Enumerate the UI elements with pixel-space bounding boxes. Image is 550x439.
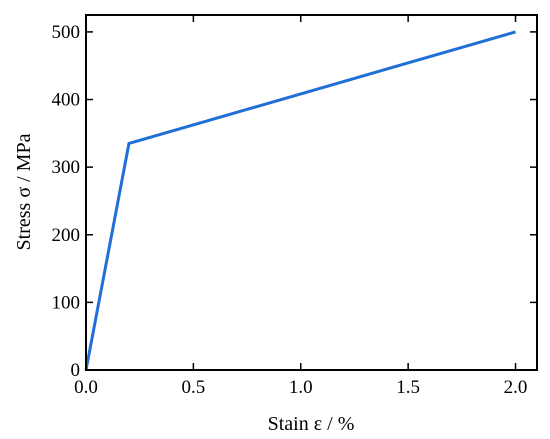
y-tick-label: 100	[52, 292, 81, 313]
plot-area	[84, 30, 516, 371]
axis-ticks: 0.0 0.5 1.0 1.5 2.0 0 100 200 300 400 500	[52, 15, 537, 398]
x-tick-label: 2.0	[504, 377, 528, 398]
y-tick-label: 0	[71, 360, 81, 381]
axes-frame	[85, 14, 538, 371]
x-axis-label: Stain ε / %	[268, 413, 355, 435]
y-tick-label: 400	[52, 90, 81, 111]
x-tick-label: 1.5	[396, 377, 420, 398]
series-line	[84, 30, 516, 371]
x-tick-label: 1.0	[289, 377, 313, 398]
y-axis-label: Stress σ / MPa	[13, 133, 35, 250]
y-tick-label: 300	[52, 157, 81, 178]
y-tick-label: 500	[52, 22, 81, 43]
y-tick-label: 200	[52, 225, 81, 246]
x-tick-label: 0.0	[74, 377, 98, 398]
x-tick-label: 0.5	[182, 377, 206, 398]
